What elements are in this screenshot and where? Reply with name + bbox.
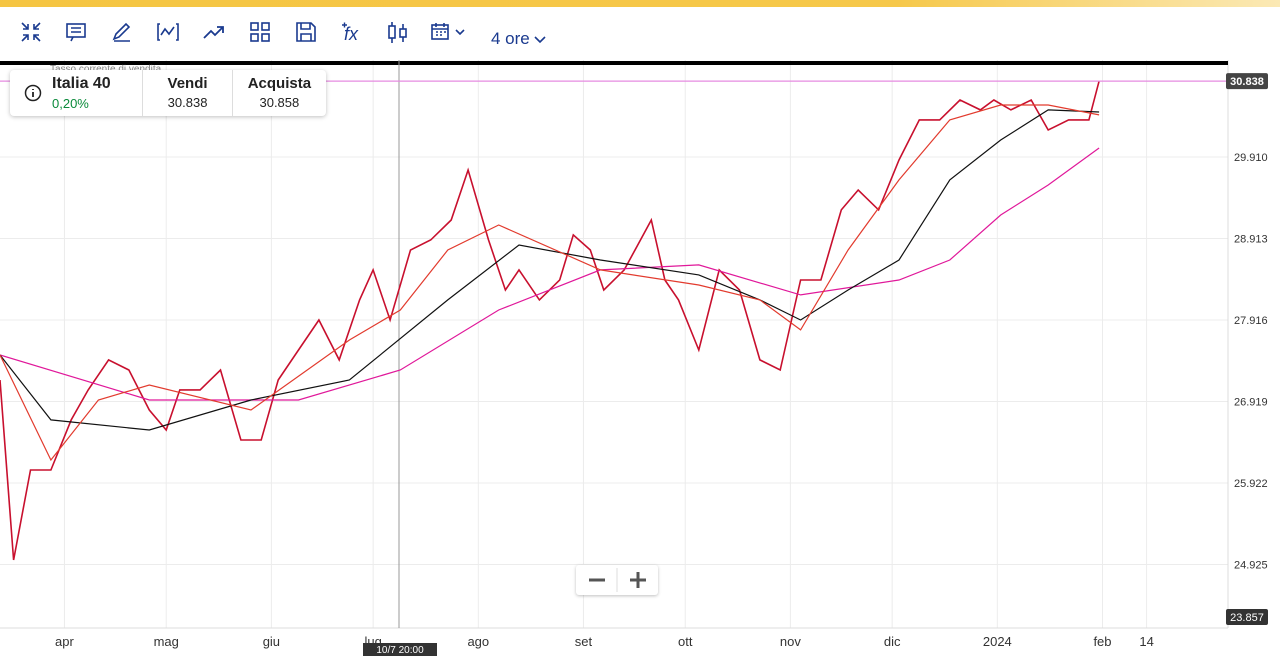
candle-icon[interactable] xyxy=(386,21,410,45)
x-tick-label: apr xyxy=(55,634,74,649)
buy-price: 30.858 xyxy=(259,95,300,110)
notes-icon[interactable] xyxy=(65,21,87,43)
y-tick-label: 29.910 xyxy=(1234,152,1268,164)
instrument-panel: Italia 40 0,20% Vendi 30.838 Acquista 30… xyxy=(10,70,326,116)
crosshair-badge xyxy=(363,643,437,656)
series-line xyxy=(0,104,1100,462)
toolbar: fx 4 ore xyxy=(0,7,1280,57)
top-border xyxy=(0,61,1228,65)
x-tick-label: mag xyxy=(154,634,179,649)
buy-cell[interactable]: Acquista 30.858 xyxy=(233,70,326,116)
calendar-icon[interactable] xyxy=(430,21,468,43)
zoom-buttons xyxy=(589,568,646,592)
ghost-text: Tasso corrente di vendita xyxy=(50,64,161,75)
sell-cell[interactable]: Vendi 30.838 xyxy=(143,70,233,116)
x-tick-label: ago xyxy=(467,634,489,649)
x-tick-label: 2024 xyxy=(983,634,1012,649)
x-tick-label: set xyxy=(575,634,593,649)
x-tick-label: 14 xyxy=(1139,634,1153,649)
sell-label: Vendi xyxy=(167,75,208,92)
save-icon[interactable] xyxy=(295,21,317,43)
y-tick-label: 26.919 xyxy=(1234,396,1268,408)
layout-icon[interactable] xyxy=(249,21,271,43)
function-icon[interactable]: fx xyxy=(340,21,364,45)
series-line xyxy=(0,109,1100,431)
low-label: 23.857 xyxy=(1230,612,1264,624)
x-tick-label: feb xyxy=(1093,634,1111,649)
series-line xyxy=(0,147,1100,401)
chevron xyxy=(534,35,547,43)
sell-price: 30.838 xyxy=(167,95,208,110)
collapse-icon[interactable] xyxy=(20,21,42,43)
instrument-name: Italia 40 xyxy=(52,75,111,92)
zoom-in[interactable] xyxy=(630,572,646,588)
y-tick-label: 27.916 xyxy=(1234,315,1268,327)
instrument-cell: Italia 40 0,20% xyxy=(10,70,144,116)
indicator-icon[interactable] xyxy=(156,21,180,43)
interval-label[interactable]: 4 ore xyxy=(491,29,530,48)
trend-icon[interactable] xyxy=(202,21,226,43)
x-tick-label: giu xyxy=(263,634,280,649)
low-badge xyxy=(1226,609,1268,625)
interval-select[interactable]: 4 ore xyxy=(491,29,547,49)
x-tick-label: dic xyxy=(884,634,901,649)
svg-text:fx: fx xyxy=(344,24,359,44)
info-icon[interactable] xyxy=(24,84,44,104)
price-badge xyxy=(1226,73,1268,90)
buy-label: Acquista xyxy=(247,75,312,92)
draw-icon[interactable] xyxy=(111,21,133,43)
price-label: 30.838 xyxy=(1230,76,1264,88)
y-tick-label: 28.913 xyxy=(1234,233,1268,245)
crosshair-label: 10/7 20:00 xyxy=(376,645,424,656)
zoom-controls xyxy=(576,565,658,595)
plot-area xyxy=(0,60,1228,628)
y-tick-label: 24.925 xyxy=(1234,559,1268,571)
x-tick-label: ott xyxy=(678,634,693,649)
change: 0,20% xyxy=(52,96,89,111)
top-accent xyxy=(0,0,1280,7)
x-tick-label: nov xyxy=(780,634,801,649)
y-tick-label: 25.922 xyxy=(1234,478,1268,490)
